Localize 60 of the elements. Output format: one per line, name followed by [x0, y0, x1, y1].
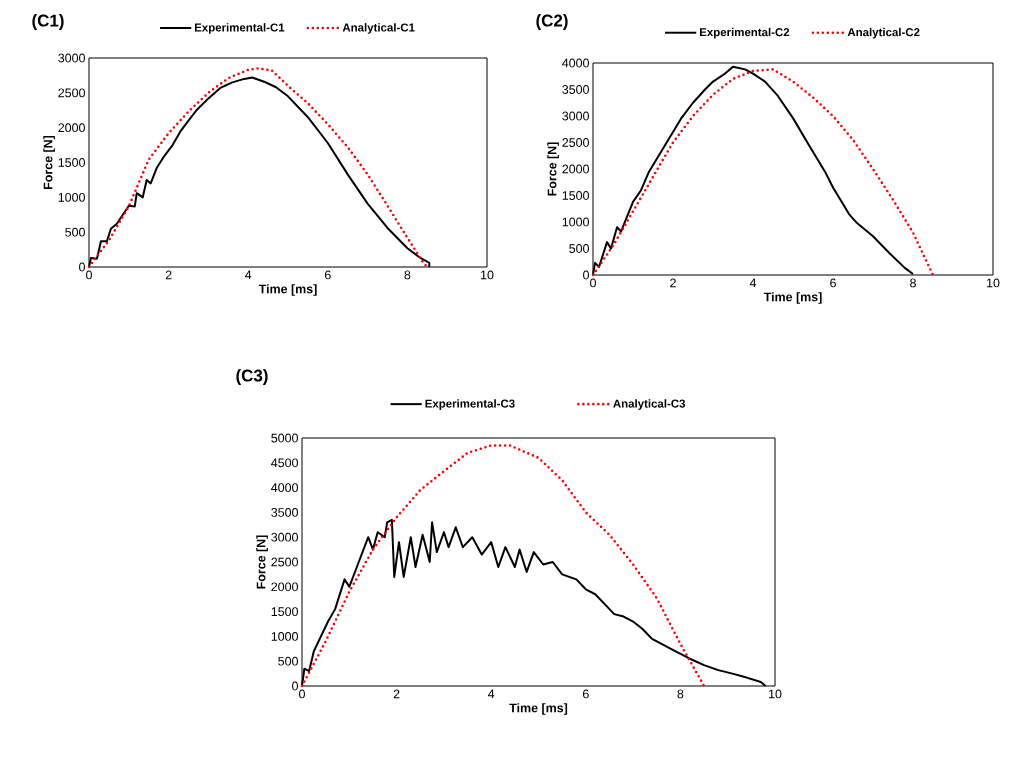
x-tick-label: 10 [769, 689, 782, 699]
x-tick-label: 2 [393, 689, 400, 699]
x-tick-label: 0 [299, 689, 305, 699]
y-tick-label: 500 [569, 244, 589, 253]
legend-label: Analytical-C3 [613, 399, 686, 410]
y-tick-label: 5000 [271, 433, 298, 443]
y-tick-label: 2500 [58, 88, 85, 98]
legend-label: Experimental-C1 [194, 23, 285, 34]
y-tick-label: 1500 [271, 607, 298, 617]
x-tick-label: 8 [910, 278, 916, 288]
chart-title: (C2) [536, 14, 568, 30]
legend-label: Analytical-C1 [342, 23, 415, 34]
x-tick-label: 10 [987, 278, 1000, 288]
y-tick-label: 2500 [562, 138, 589, 147]
y-tick-label: 2000 [58, 123, 85, 133]
line-series [300, 444, 706, 688]
x-axis-title: Time [ms] [258, 284, 317, 296]
y-tick-label: 2000 [271, 582, 298, 592]
y-axis-title: Force [N] [43, 135, 55, 190]
x-axis-title: Time [ms] [763, 292, 822, 304]
x-tick-label: 8 [404, 270, 411, 280]
chart-title: (C3) [236, 369, 268, 385]
y-tick-label: 4500 [271, 458, 298, 468]
y-tick-label: 500 [278, 656, 298, 666]
y-tick-label: 3000 [271, 532, 298, 542]
legend-label: Experimental-C3 [425, 399, 515, 410]
x-tick-label: 6 [324, 270, 331, 280]
x-tick-label: 4 [245, 270, 252, 280]
x-tick-label: 6 [582, 689, 589, 699]
chart-title: (C1) [32, 14, 64, 30]
y-tick-label: 2000 [562, 164, 589, 174]
x-tick-label: 10 [481, 270, 494, 280]
x-tick-label: 4 [749, 278, 757, 288]
y-tick-label: 1000 [562, 217, 589, 227]
y-tick-label: 0 [292, 681, 298, 691]
y-tick-label: 0 [79, 262, 85, 272]
y-tick-label: 4000 [271, 483, 298, 493]
y-tick-label: 4000 [562, 58, 589, 68]
x-tick-label: 2 [165, 270, 172, 280]
y-tick-label: 1500 [562, 191, 589, 200]
y-tick-label: 3500 [562, 85, 589, 94]
y-tick-label: 3500 [271, 508, 298, 517]
legend-label: Experimental-C2 [699, 27, 790, 39]
x-tick-label: 6 [830, 278, 836, 288]
x-tick-label: 8 [677, 689, 684, 699]
y-tick-label: 1500 [58, 158, 85, 167]
x-tick-label: 2 [670, 278, 676, 288]
y-tick-label: 1000 [271, 632, 298, 641]
x-tick-label: 0 [86, 270, 92, 280]
y-tick-label: 3000 [562, 111, 589, 121]
x-axis-title: Time [ms] [509, 703, 568, 715]
legend-label: Analytical-C2 [847, 27, 920, 39]
y-axis-title: Force [N] [547, 142, 559, 196]
x-tick-label: 4 [488, 689, 495, 699]
y-tick-label: 500 [65, 227, 85, 237]
y-tick-label: 2500 [271, 557, 298, 567]
x-tick-label: 0 [590, 278, 596, 288]
y-axis-title: Force [N] [256, 535, 268, 589]
y-tick-label: 3000 [58, 53, 85, 63]
y-tick-label: 1000 [58, 192, 85, 202]
